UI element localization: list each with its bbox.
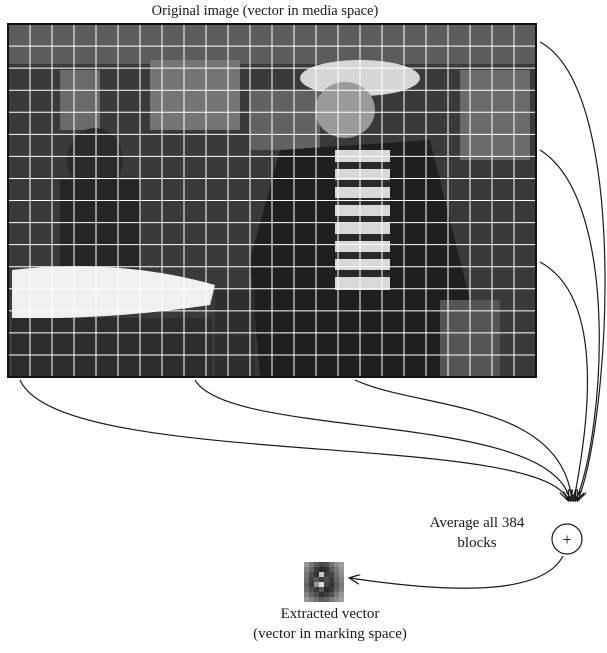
extracted-vector-cell: [314, 567, 319, 572]
extracted-vector-cell: [324, 567, 329, 572]
extracted-vector-cell: [339, 572, 344, 577]
block-arrows: [19, 41, 606, 500]
extracted-vector-cell: [339, 597, 344, 602]
extracted-vector-cell: [329, 587, 334, 592]
extracted-vector-cell: [324, 577, 329, 582]
extracted-vector-cell: [319, 562, 324, 567]
extracted-vector-cell: [334, 592, 339, 597]
arrow-bottom-3: [19, 379, 568, 500]
extracted-vector-cell: [314, 562, 319, 567]
extracted-vector-cell: [309, 572, 314, 577]
extracted-vector-cell: [304, 562, 309, 567]
output-arrow: [350, 555, 564, 589]
arrow-right-2: [539, 149, 600, 500]
extracted-vector-cell: [329, 592, 334, 597]
image-border: [7, 23, 537, 378]
extracted-vector-cell: [314, 577, 319, 582]
extracted-vector-cell: [314, 587, 319, 592]
extracted-vector-cell: [314, 582, 319, 587]
extracted-vector-cell: [309, 597, 314, 602]
extracted-vector-cell: [339, 567, 344, 572]
extracted-vector-cell: [304, 567, 309, 572]
extracted-vector-cell: [329, 597, 334, 602]
extracted-caption-line2: (vector in marking space): [253, 626, 407, 642]
extracted-vector-cell: [319, 572, 324, 577]
extracted-vector-cell: [304, 587, 309, 592]
arrow-bottom-1: [354, 379, 572, 500]
extracted-vector-cell: [339, 592, 344, 597]
extracted-vector-cell: [324, 562, 329, 567]
extracted-vector-cell: [314, 572, 319, 577]
extracted-vector-cell: [339, 577, 344, 582]
extracted-vector-cell: [339, 562, 344, 567]
extracted-vector-image: [304, 562, 344, 602]
arrow-bottom-2: [194, 379, 570, 500]
extracted-vector-cell: [334, 577, 339, 582]
extracted-vector-cell: [309, 587, 314, 592]
extracted-vector-cell: [304, 572, 309, 577]
extracted-vector-cell: [334, 582, 339, 587]
extracted-vector-cell: [324, 597, 329, 602]
extracted-vector-cell: [329, 577, 334, 582]
extracted-vector-cell: [324, 582, 329, 587]
extracted-vector-cell: [334, 587, 339, 592]
extracted-vector-cell: [319, 577, 324, 582]
sum-node: [551, 523, 583, 555]
extracted-vector-cell: [334, 597, 339, 602]
extracted-vector-cell: [334, 562, 339, 567]
extracted-vector-cell: [304, 577, 309, 582]
extracted-vector-cell: [319, 597, 324, 602]
extracted-vector-cell: [319, 592, 324, 597]
extracted-vector-cell: [309, 577, 314, 582]
extracted-vector-cell: [314, 597, 319, 602]
plus-symbol: +: [562, 530, 572, 549]
block-grid: [8, 24, 536, 377]
extracted-vector-cell: [334, 572, 339, 577]
extracted-caption-line1: Extracted vector: [280, 606, 380, 622]
extracted-vector-cell: [304, 592, 309, 597]
extracted-vector-cell: [334, 567, 339, 572]
extracted-vector-cell: [324, 572, 329, 577]
extracted-vector-cell: [319, 587, 324, 592]
extracted-vector-caption: Extracted vector (vector in marking spac…: [150, 604, 510, 644]
extracted-vector-cell: [304, 597, 309, 602]
extracted-vector-cell: [309, 567, 314, 572]
original-image-caption: Original image (vector in media space): [151, 3, 379, 19]
extracted-vector-cell: [314, 592, 319, 597]
extracted-vector-cell: [329, 567, 334, 572]
extracted-vector-cell: [319, 567, 324, 572]
arrow-right-3: [539, 261, 589, 500]
extracted-vector-cell: [304, 582, 309, 587]
extracted-vector-cell: [329, 572, 334, 577]
extracted-vector-cell: [329, 582, 334, 587]
extracted-vector-cell: [339, 582, 344, 587]
extracted-vector-cell: [324, 592, 329, 597]
extracted-vector-cell: [309, 592, 314, 597]
average-label: Average all 384 blocks: [429, 515, 525, 551]
extracted-vector-cell: [319, 582, 324, 587]
extracted-vector-cell: [309, 562, 314, 567]
extracted-vector-cell: [339, 587, 344, 592]
extracted-vector-cell: [309, 582, 314, 587]
arrow-right-1: [539, 41, 606, 500]
extracted-vector-cell: [329, 562, 334, 567]
extracted-vector-cell: [324, 587, 329, 592]
